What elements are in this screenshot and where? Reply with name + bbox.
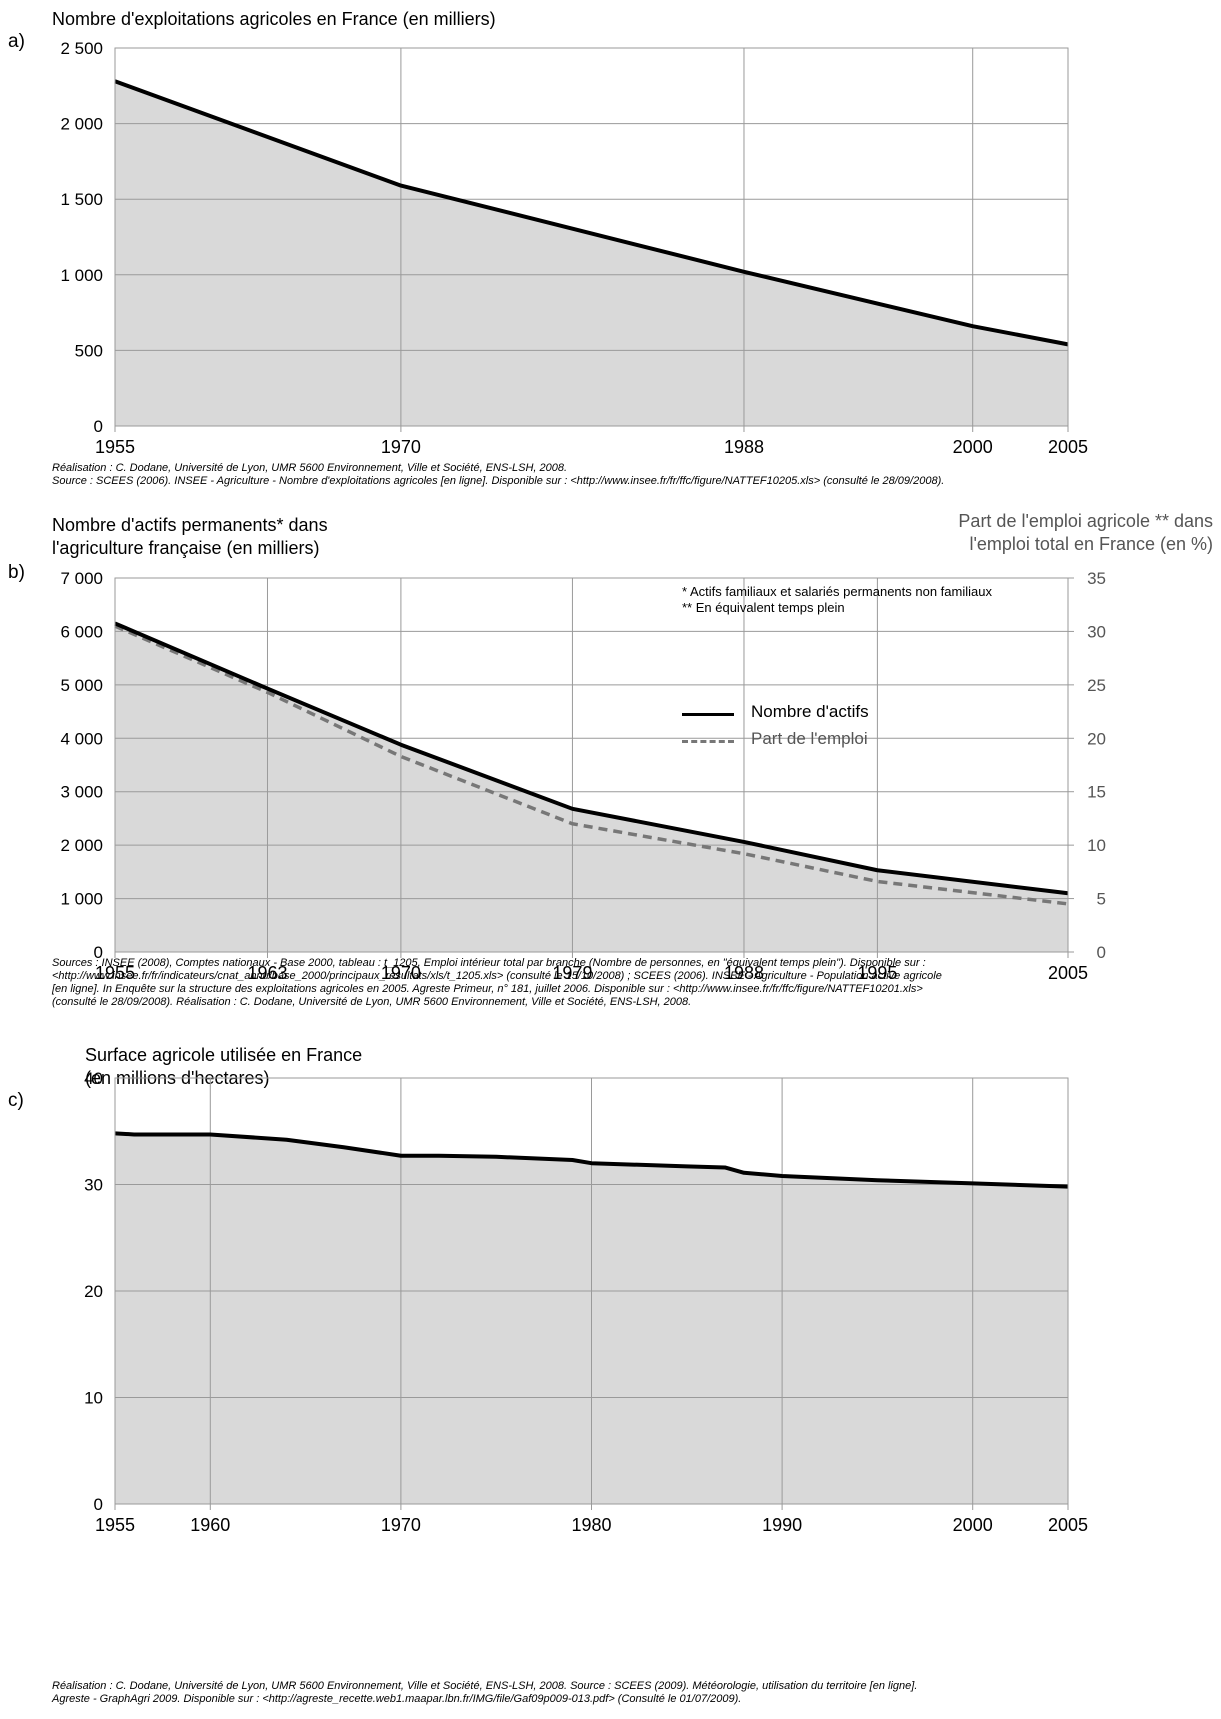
y-tick-label: 5 000 (60, 676, 103, 695)
y2-tick-label: 0 (1097, 943, 1106, 962)
y-tick-label: 2 000 (60, 836, 103, 855)
y-tick-label: 0 (94, 1495, 103, 1514)
x-tick-label: 2005 (1048, 963, 1088, 983)
note-line: Réalisation : C. Dodane, Université de L… (52, 462, 568, 474)
series-line (114, 79, 1069, 347)
series-line-part-emploi (114, 624, 1069, 906)
y-tick-label: 1 000 (60, 266, 103, 285)
y2-tick-label: 30 (1087, 622, 1106, 641)
y-tick-label: 6 000 (60, 622, 103, 641)
panel-letter: c) (8, 1090, 24, 1111)
x-tick-label: 1990 (762, 1515, 802, 1535)
plot-frame (114, 1077, 1069, 1505)
note-line: Réalisation : C. Dodane, Université de L… (52, 1680, 918, 1692)
y2-tick-label: 5 (1097, 890, 1106, 909)
x-tick-label: 1970 (381, 1515, 421, 1535)
note-line: [en ligne]. In Enquête sur la structure … (52, 983, 923, 995)
title-line: Surface agricole utilisée en France (85, 1045, 363, 1065)
note-line: Source : SCEES (2006). INSEE - Agricultu… (52, 475, 945, 487)
y2-tick-label: 20 (1087, 729, 1106, 748)
x-tick-label: 2000 (953, 1515, 993, 1535)
legend-footnotes: * Actifs familiaux et salariés permanent… (682, 584, 992, 616)
x-tick-label: 2005 (1048, 1515, 1088, 1535)
x-tick-label: 1955 (95, 437, 135, 457)
x-tick-label: 1955 (95, 1515, 135, 1535)
x-tick-label: 1979 (552, 963, 592, 983)
area-fill (115, 623, 1068, 952)
y-tick-label: 20 (84, 1282, 103, 1301)
area-fill (115, 81, 1068, 426)
legend-swatch-dashed (682, 740, 734, 743)
x-tick-label: 1980 (571, 1515, 611, 1535)
x-tick-label: 2000 (953, 437, 993, 457)
note-line: Sources : INSEE (2008), Comptes nationau… (52, 957, 926, 969)
title-line: Part de l'emploi agricole ** dans (958, 511, 1213, 531)
x-tick-label: 1970 (381, 963, 421, 983)
series-line (114, 1131, 1069, 1189)
y-tick-label: 2 500 (60, 39, 103, 58)
y2-tick-label: 35 (1087, 569, 1106, 588)
y-tick-label: 4 000 (60, 729, 103, 748)
right-axis-title: Part de l'emploi agricole ** dans l'empl… (958, 510, 1213, 556)
chart-title: Nombre d'exploitations agricoles en Fran… (52, 9, 496, 29)
legend-label: Nombre d'actifs (751, 702, 869, 721)
plot-frame (114, 47, 1069, 427)
note-line: Agreste - GraphAgri 2009. Disponible sur… (52, 1693, 742, 1705)
y-tick-label: 0 (94, 943, 103, 962)
x-tick-label: 1970 (381, 437, 421, 457)
x-tick-label: 1988 (724, 963, 764, 983)
x-tick-label: 1995 (857, 963, 897, 983)
chart-svg: 0 500 1 000 1 500 2 000 2 500 1955 1970 1988 2000… (60, 39, 1088, 457)
source-note: Sources : INSEE (2008), Comptes nationau… (52, 957, 942, 1009)
y-tick-label: 10 (84, 1389, 103, 1408)
chart-svg: 0 10 20 30 40 1955 1960 1970 1980 1990 2000 2005 (84, 1069, 1088, 1535)
y2-tick-label: 15 (1087, 783, 1106, 802)
legend-swatch-solid (682, 713, 734, 716)
chart-panel-a: a) Nombre d'exploitations agricoles en F… (0, 0, 1221, 490)
plot-frame (114, 577, 1069, 953)
note-line: (consulté le 28/09/2008). Réalisation : … (52, 996, 692, 1008)
chart-svg: 0 1 000 2 000 3 000 4 000 5 000 6 000 7 000 1955… (60, 569, 1106, 983)
y-tick-label: 40 (84, 1069, 103, 1088)
x-tick-label: 1955 (95, 963, 135, 983)
y-tick-label: 3 000 (60, 783, 103, 802)
chart-title: Nombre d'actifs permanents* dans l'agric… (52, 514, 328, 560)
y-tick-label: 1 000 (60, 890, 103, 909)
panel-letter: b) (8, 562, 25, 583)
y-tick-label: 0 (94, 417, 103, 436)
legend-label: Part de l'emploi (751, 729, 868, 748)
panel-letter: a) (8, 31, 25, 52)
y-tick-label: 7 000 (60, 569, 103, 588)
y2-tick-label: 10 (1087, 836, 1106, 855)
title-line: l'emploi total en France (en %) (969, 534, 1213, 554)
chart-panel-c: c) Surface agricole utilisée en France (… (0, 1030, 1221, 1719)
legend-footnote: ** En équivalent temps plein (682, 600, 845, 615)
y-tick-label: 1 500 (60, 190, 103, 209)
source-note: Réalisation : C. Dodane, Université de L… (52, 1680, 917, 1706)
title-line: Nombre d'actifs permanents* dans (52, 515, 328, 535)
y-tick-label: 2 000 (60, 115, 103, 134)
title-line: l'agriculture française (en milliers) (52, 538, 320, 558)
source-note: Réalisation : C. Dodane, Université de L… (52, 462, 944, 488)
note-line: <http://www.insee.fr/fr/indicateurs/cnat… (52, 970, 942, 982)
legend-footnote: * Actifs familiaux et salariés permanent… (682, 584, 992, 599)
x-tick-label: 1960 (190, 1515, 230, 1535)
y2-tick-label: 25 (1087, 676, 1106, 695)
x-tick-label: 1988 (724, 437, 764, 457)
x-tick-label: 1963 (247, 963, 287, 983)
chart-panel-b: b) Nombre d'actifs permanents* dans l'ag… (0, 490, 1221, 1030)
chart-title: Surface agricole utilisée en France (en … (85, 1044, 362, 1090)
y-tick-label: 500 (75, 341, 103, 360)
x-tick-label: 2005 (1048, 437, 1088, 457)
y-tick-label: 30 (84, 1176, 103, 1195)
series-line-nombre-actifs (114, 621, 1069, 896)
